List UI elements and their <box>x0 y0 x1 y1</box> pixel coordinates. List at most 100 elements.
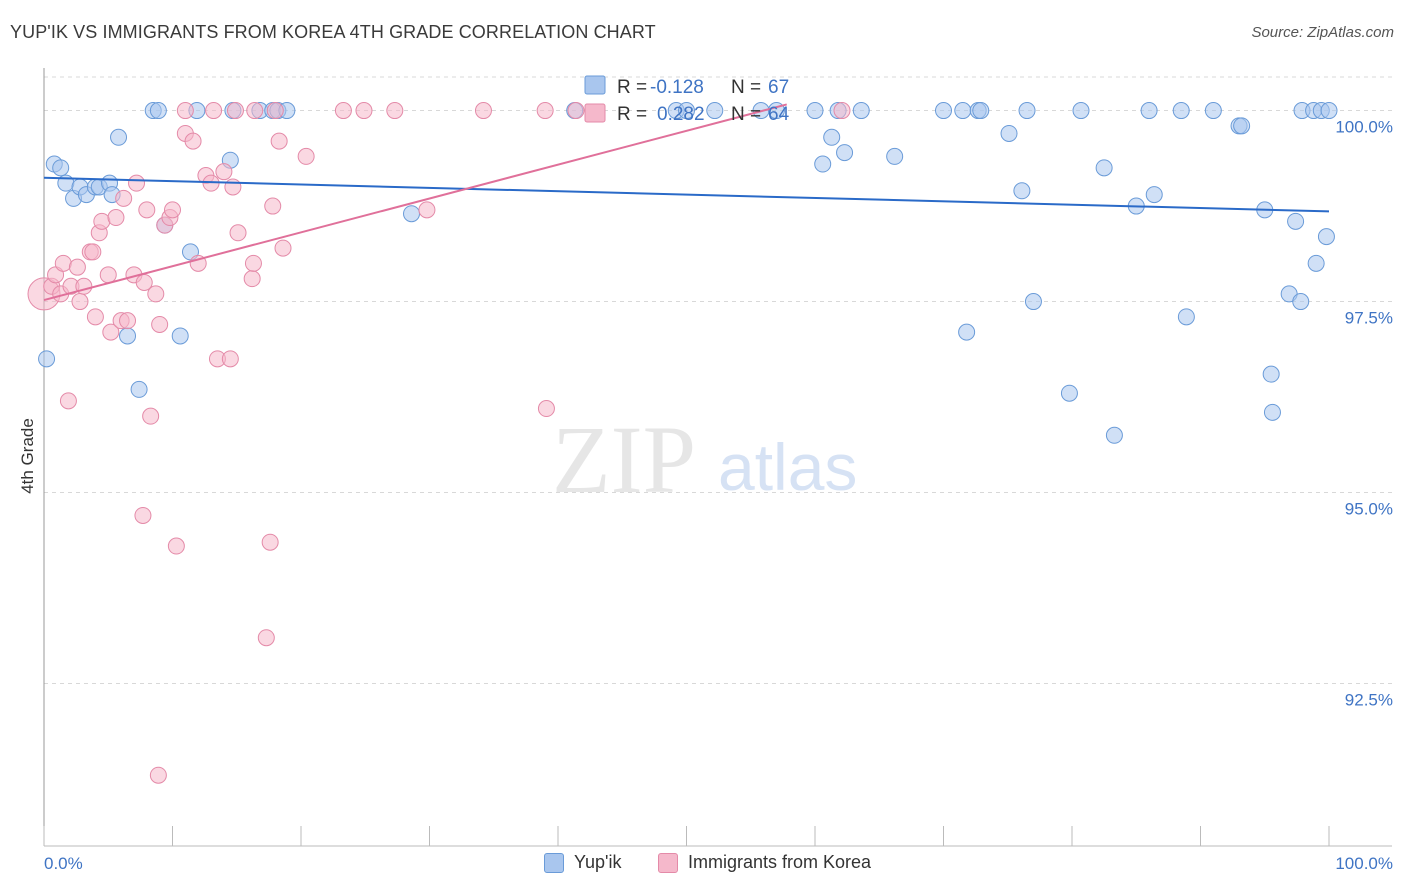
gridlines <box>44 76 1392 685</box>
bottom-legend-label-yupik: Yup'ik <box>574 852 622 872</box>
korea-point-16 <box>102 323 120 341</box>
korea-point-23 <box>134 506 152 524</box>
yupik-point-13 <box>130 380 148 398</box>
yupik-point-39 <box>886 147 904 165</box>
korea-point-42 <box>224 178 242 196</box>
y-axis-label: 4th Grade <box>18 418 37 494</box>
legend-r-label-1: R = <box>617 77 647 98</box>
yupik-point-56 <box>1172 102 1190 120</box>
yupik-point-50 <box>1095 159 1113 177</box>
yupik-point-30 <box>706 102 724 120</box>
korea-point-17 <box>107 209 125 227</box>
korea-point-32 <box>164 201 181 219</box>
yupik-point-62 <box>1262 365 1280 383</box>
y-tick-label-3: 92.5% <box>1345 691 1393 710</box>
korea-point-63 <box>536 102 554 120</box>
korea-point-4 <box>54 254 72 272</box>
korea-point-50 <box>274 239 292 257</box>
yupik-point-0 <box>38 350 56 368</box>
korea-point-41 <box>221 350 239 368</box>
y-tick-label-0: 100.0% <box>1335 118 1393 137</box>
korea-point-64 <box>567 102 585 120</box>
legend-r-value-2: 0.282 <box>657 104 705 125</box>
series-korea-points <box>27 102 851 784</box>
korea-point-56 <box>205 102 223 120</box>
korea-point-60 <box>418 201 436 219</box>
series-yupik-points <box>38 102 1338 444</box>
yupik-point-12 <box>119 327 137 345</box>
korea-point-22 <box>128 174 146 192</box>
yupik-point-66 <box>1292 293 1310 311</box>
korea-point-61 <box>474 102 492 120</box>
korea-point-14 <box>93 212 111 230</box>
legend-n-value-1: 67 <box>768 77 789 98</box>
yupik-point-2 <box>52 159 70 177</box>
legend-n-label-2: N = <box>731 104 761 125</box>
korea-point-43 <box>229 224 247 242</box>
bottom-legend-swatch-yupik <box>544 852 564 873</box>
korea-point-62 <box>537 400 555 418</box>
korea-point-51 <box>297 147 315 165</box>
yupik-point-44 <box>972 102 990 120</box>
korea-point-49 <box>270 132 288 150</box>
watermark-atlas: atlas <box>718 430 857 504</box>
yupik-point-49 <box>1060 384 1078 402</box>
korea-point-47 <box>261 533 279 551</box>
korea-point-65 <box>833 102 851 120</box>
y-tick-label-2: 95.0% <box>1345 500 1393 519</box>
legend-n-label-1: N = <box>731 77 761 98</box>
trend-line-yupik <box>43 176 1330 213</box>
yupik-point-40 <box>935 102 952 120</box>
korea-point-52 <box>226 102 244 120</box>
yupik-point-71 <box>1320 102 1338 120</box>
yupik-point-15 <box>149 102 167 120</box>
x-ticks <box>43 826 1330 846</box>
yupik-point-41 <box>954 102 972 120</box>
yupik-point-52 <box>1072 102 1090 120</box>
legend-r-value-1: -0.128 <box>650 77 704 98</box>
korea-point-29 <box>151 315 169 333</box>
yupik-point-48 <box>1024 293 1042 311</box>
yupik-point-45 <box>1000 124 1018 142</box>
yupik-point-60 <box>1233 117 1251 135</box>
yupik-point-65 <box>1287 212 1305 230</box>
y-tick-label-1: 97.5% <box>1345 309 1393 328</box>
bottom-legend-yupik: Yup'ik <box>544 852 621 873</box>
yupik-point-47 <box>1018 102 1036 120</box>
yupik-point-63 <box>1263 403 1281 421</box>
korea-point-7 <box>68 258 86 276</box>
yupik-point-26 <box>403 205 421 223</box>
korea-point-33 <box>167 537 185 555</box>
x-tick-label-min: 0.0% <box>44 854 83 873</box>
korea-point-48 <box>264 197 282 215</box>
bottom-legend-swatch-korea <box>658 852 678 873</box>
bottom-legend-korea: Immigrants from Korea <box>658 852 871 873</box>
korea-point-57 <box>334 102 352 120</box>
yupik-point-58 <box>1204 102 1222 120</box>
korea-point-11 <box>84 243 102 261</box>
yupik-point-46 <box>1013 182 1031 200</box>
korea-point-19 <box>115 189 133 207</box>
chart-title: YUP'IK VS IMMIGRANTS FROM KOREA 4TH GRAD… <box>10 22 656 42</box>
korea-point-15 <box>99 266 117 284</box>
bottom-legend-label-korea: Immigrants from Korea <box>688 852 872 872</box>
yupik-point-57 <box>1177 308 1195 326</box>
chart-source: Source: ZipAtlas.com <box>1251 24 1394 41</box>
korea-point-45 <box>244 254 262 272</box>
y-tick-labels: 100.0% 97.5% 95.0% 92.5% <box>1335 118 1393 710</box>
legend-swatch-korea <box>584 103 606 123</box>
korea-point-44 <box>243 270 261 288</box>
yupik-point-35 <box>823 128 841 146</box>
korea-point-46 <box>257 629 275 647</box>
legend-box: R = -0.128 N = 67 R = 0.282 N = 64 <box>584 75 790 125</box>
trend-line-korea <box>43 103 787 301</box>
korea-point-40 <box>215 163 233 181</box>
korea-point-58 <box>355 102 373 120</box>
legend-swatch-yupik <box>584 75 606 95</box>
korea-point-35 <box>184 132 202 150</box>
korea-point-59 <box>386 102 404 120</box>
yupik-point-33 <box>806 102 824 120</box>
legend-n-value-2: 64 <box>768 104 790 125</box>
yupik-point-42 <box>958 323 976 341</box>
yupik-point-11 <box>110 128 128 146</box>
